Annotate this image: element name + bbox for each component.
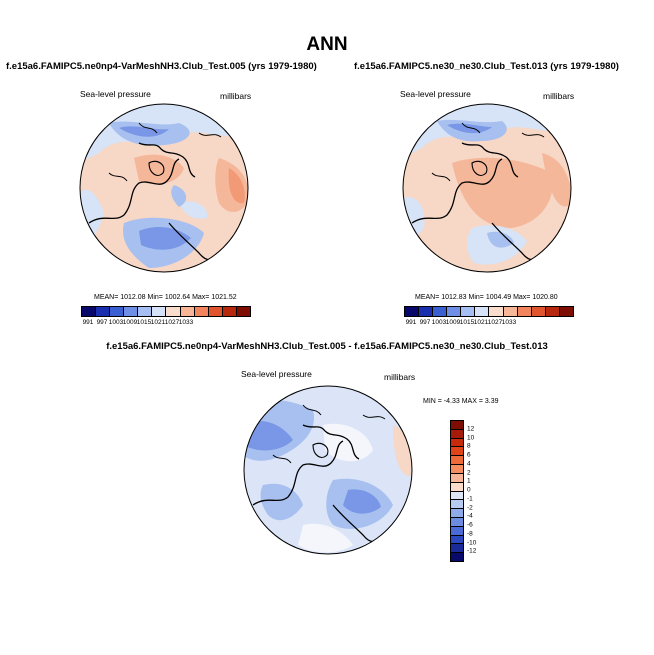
colorbar-tick-label: 997	[419, 319, 431, 326]
colorbar-swatch	[166, 307, 181, 316]
colorbar-tick-label: -10	[467, 539, 477, 546]
colorbar-tick-label: 1021	[150, 319, 166, 326]
colorbar-swatch	[222, 307, 237, 316]
colorbar-tick-label: 10	[467, 434, 475, 441]
colorbar-tick-label: 8	[467, 442, 471, 450]
panel1-polar-map	[79, 103, 249, 273]
colorbar-swatch	[236, 307, 250, 316]
panel2-polar-map	[402, 103, 572, 273]
colorbar-swatch	[451, 509, 463, 518]
colorbar-tick-label: 1	[467, 477, 471, 485]
colorbar-swatch	[451, 517, 463, 527]
panel2-colorbar	[404, 306, 574, 317]
colorbar-swatch	[96, 307, 111, 316]
colorbar-swatch	[82, 307, 97, 316]
colorbar-tick-label: -4	[467, 512, 473, 520]
colorbar-tick-label: 0	[467, 486, 471, 494]
colorbar-swatch	[194, 307, 209, 316]
colorbar-swatch	[451, 447, 463, 457]
diff-stats: MIN = -4.33 MAX = 3.39	[423, 398, 499, 405]
colorbar-tick-label: 1003	[108, 319, 124, 326]
colorbar-swatch	[451, 500, 463, 510]
colorbar-swatch	[451, 535, 463, 545]
colorbar-tick-label: 1033	[178, 319, 194, 326]
panel2-stats: MEAN= 1012.83 Min= 1004.49 Max= 1020.80	[415, 294, 558, 301]
colorbar-tick-label: 1009	[122, 319, 138, 326]
colorbar-swatch	[531, 307, 546, 316]
diff-variable-label: Sea-level pressure	[241, 369, 312, 379]
colorbar-swatch	[180, 307, 195, 316]
colorbar-swatch	[451, 456, 463, 466]
colorbar-swatch	[475, 307, 490, 316]
colorbar-swatch	[208, 307, 223, 316]
colorbar-tick-label: -6	[467, 521, 473, 529]
panel1-units-label: millibars	[220, 91, 252, 101]
colorbar-swatch	[419, 307, 434, 316]
colorbar-tick-label: -8	[467, 530, 473, 538]
diff-title: f.e15a6.FAMIPC5.ne0np4-VarMeshNH3.Club_T…	[106, 341, 548, 352]
panel2-case-title: f.e15a6.FAMIPC5.ne30_ne30.Club_Test.013 …	[354, 61, 619, 72]
panel1-stats: MEAN= 1012.08 Min= 1002.64 Max= 1021.52	[94, 294, 237, 301]
colorbar-tick-label: 1027	[164, 319, 180, 326]
colorbar-swatch	[124, 307, 139, 316]
colorbar-tick-label: 6	[467, 451, 471, 459]
colorbar-swatch	[405, 307, 420, 316]
colorbar-swatch	[461, 307, 476, 316]
colorbar-swatch	[447, 307, 462, 316]
colorbar-swatch	[503, 307, 518, 316]
colorbar-tick-label: 1033	[501, 319, 517, 326]
panel1-colorbar	[81, 306, 251, 317]
panel2-variable-label: Sea-level pressure	[400, 89, 471, 99]
colorbar-swatch	[451, 526, 463, 536]
colorbar-swatch	[451, 544, 463, 554]
colorbar-tick-label: 2	[467, 469, 471, 476]
colorbar-tick-label: -1	[467, 495, 473, 503]
colorbar-swatch	[451, 421, 463, 430]
page-title: ANN	[306, 34, 348, 55]
panel1-variable-label: Sea-level pressure	[80, 89, 151, 99]
colorbar-tick-label: 991	[405, 319, 417, 326]
colorbar-swatch	[152, 307, 167, 316]
diff-colorbar	[450, 420, 464, 562]
colorbar-swatch	[559, 307, 573, 316]
colorbar-swatch	[545, 307, 560, 316]
colorbar-swatch	[451, 465, 463, 474]
colorbar-swatch	[451, 491, 463, 501]
colorbar-tick-label: 997	[96, 319, 108, 326]
diff-units-label: millibars	[384, 372, 416, 382]
colorbar-tick-label: 1015	[459, 319, 475, 326]
colorbar-swatch	[489, 307, 504, 316]
colorbar-swatch	[451, 553, 463, 561]
colorbar-tick-label: 1003	[431, 319, 447, 326]
colorbar-tick-label: 1021	[473, 319, 489, 326]
diff-polar-map	[243, 385, 413, 555]
colorbar-swatch	[433, 307, 448, 316]
colorbar-tick-label: 12	[467, 425, 475, 433]
colorbar-tick-label: -2	[467, 504, 473, 511]
colorbar-swatch	[451, 438, 463, 448]
colorbar-swatch	[110, 307, 125, 316]
panel2-units-label: millibars	[543, 91, 575, 101]
colorbar-swatch	[451, 482, 463, 492]
colorbar-swatch	[451, 429, 463, 439]
colorbar-swatch	[517, 307, 532, 316]
colorbar-swatch	[138, 307, 153, 316]
colorbar-tick-label: -12	[467, 547, 477, 555]
colorbar-tick-label: 1009	[445, 319, 461, 326]
colorbar-tick-label: 1027	[487, 319, 503, 326]
colorbar-tick-label: 1015	[136, 319, 152, 326]
colorbar-swatch	[451, 473, 463, 483]
colorbar-tick-label: 991	[82, 319, 94, 326]
panel1-case-title: f.e15a6.FAMIPC5.ne0np4-VarMeshNH3.Club_T…	[6, 61, 317, 72]
colorbar-tick-label: 4	[467, 460, 471, 468]
